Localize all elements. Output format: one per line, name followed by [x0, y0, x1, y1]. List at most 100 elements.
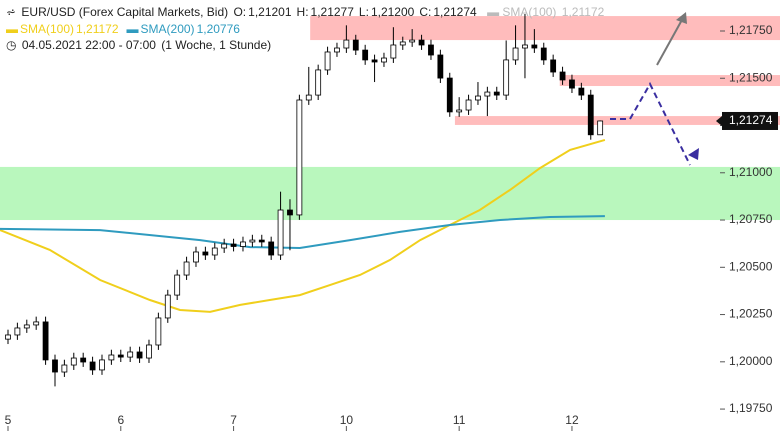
indicator-lines	[0, 138, 606, 313]
zone	[0, 166, 780, 221]
symbol-icon: ⩫	[6, 5, 17, 19]
candle-body	[484, 91, 491, 97]
candle-body	[315, 69, 322, 96]
legend-name: SMA(100)	[502, 5, 557, 19]
candle-body	[277, 209, 284, 256]
current-price-box	[722, 111, 778, 130]
candle-body	[371, 59, 378, 63]
header-line-1: ⩫ EUR/USD (Forex Capital Markets, Bid) O…	[6, 5, 608, 19]
candle-body	[569, 79, 575, 89]
period: 04.05.2021 22:00 - 07:00	[21, 38, 156, 52]
up-arrow	[656, 17, 684, 66]
current-price-label: 1,21274	[729, 113, 773, 127]
candle-body	[221, 243, 228, 249]
candle-body	[437, 54, 444, 79]
candle-body	[61, 364, 68, 373]
header-line-3: ◷ 04.05.2021 22:00 - 07:00 (1 Woche, 1 S…	[6, 38, 273, 52]
current-price-pointer	[716, 115, 722, 126]
down-arrow-head	[688, 148, 699, 160]
y-tick-label: 1,20500	[729, 259, 773, 273]
candle-body	[155, 317, 162, 346]
y-tick-label: 1,21750	[729, 23, 773, 37]
quote-key: O:	[233, 5, 247, 19]
legend-swatch: ▬	[126, 22, 139, 36]
candle-body	[164, 294, 171, 319]
faded-legend: ▬ SMA(100) 1,21172	[487, 5, 605, 19]
projection-arrows	[610, 12, 699, 166]
candle-body	[258, 239, 265, 243]
x-tick-label: 10	[340, 413, 354, 427]
candle-body	[493, 91, 500, 96]
candle-body	[193, 251, 199, 263]
zones	[0, 16, 780, 221]
quote-value: 1,21274	[433, 5, 477, 19]
sma-line	[0, 215, 605, 250]
y-tick-label: 1,20250	[729, 307, 773, 321]
candle-body	[465, 99, 472, 111]
legend-swatch: ▬	[6, 22, 18, 36]
quote-key: H:	[296, 5, 309, 19]
legend-name: SMA(100)	[20, 22, 75, 36]
candle-body	[418, 39, 425, 46]
quote-value: 1,21277	[310, 5, 354, 19]
candle-body	[428, 44, 434, 56]
y-tick-label: 1,21000	[729, 165, 773, 179]
candle-body	[522, 44, 528, 49]
y-tick-label: 1,19750	[729, 401, 773, 415]
candle-body	[559, 71, 566, 81]
candle-body	[390, 44, 397, 59]
candle-body	[136, 351, 143, 359]
candle-body	[587, 94, 594, 136]
x-tick-label: 11	[453, 413, 466, 427]
candle-body	[42, 321, 49, 361]
candle-body	[475, 95, 481, 101]
axes: 1,19750 1,20000 1,20250 1,20500 1,20750 1,210…	[5, 23, 778, 431]
clock-icon: ◷	[6, 38, 17, 52]
candle-body	[183, 261, 190, 276]
candle-body	[352, 39, 359, 51]
legend-value: 1,20776	[196, 22, 240, 36]
candle-body	[5, 334, 11, 340]
candle-body	[108, 354, 115, 361]
quote-value: 1,21200	[370, 5, 415, 19]
candle-body	[33, 321, 40, 326]
candle-body	[597, 120, 604, 136]
candle-body	[334, 47, 340, 53]
candle-body	[305, 94, 312, 101]
candle-body	[202, 251, 209, 256]
legend: ▬ SMA(100) 1,21172 ▬ SMA(200) 1,20776	[6, 22, 248, 36]
candle-body	[362, 49, 369, 61]
candle-body	[503, 59, 510, 96]
candle-body	[117, 354, 124, 358]
y-tick-label: 1,20000	[729, 354, 773, 368]
candle-body	[550, 59, 557, 73]
legend-value: 1,21172	[76, 22, 119, 36]
quote-key: C:	[419, 5, 432, 19]
sma-line	[0, 138, 606, 313]
y-tick-label: 1,20750	[729, 212, 773, 226]
x-tick-label: 5	[5, 413, 12, 427]
candle-body	[578, 87, 585, 96]
x-tick-label: 7	[230, 413, 237, 427]
candle-body	[343, 39, 350, 49]
candle-body	[324, 51, 331, 71]
candle-body	[512, 47, 519, 61]
candle-body	[381, 57, 387, 63]
candle-body	[89, 361, 96, 371]
quote: O: 1,21201 H: 1,21277 L: 1,21200 C: 1,21274	[233, 5, 481, 19]
candle-body	[456, 109, 463, 113]
legend-name: SMA(200)	[140, 22, 195, 36]
zone	[310, 16, 780, 41]
candles	[5, 13, 604, 387]
quote-key: L:	[358, 5, 369, 19]
candle-body	[268, 241, 275, 256]
chart-title: EUR/USD (Forex Capital Markets, Bid)	[21, 5, 229, 19]
candle-body	[70, 357, 77, 366]
candle-body	[99, 359, 105, 371]
candle-body	[211, 247, 218, 256]
quote-value: 1,21201	[248, 5, 292, 19]
candle-body	[14, 327, 21, 336]
candle-body	[23, 324, 30, 329]
candle-body	[174, 274, 181, 296]
